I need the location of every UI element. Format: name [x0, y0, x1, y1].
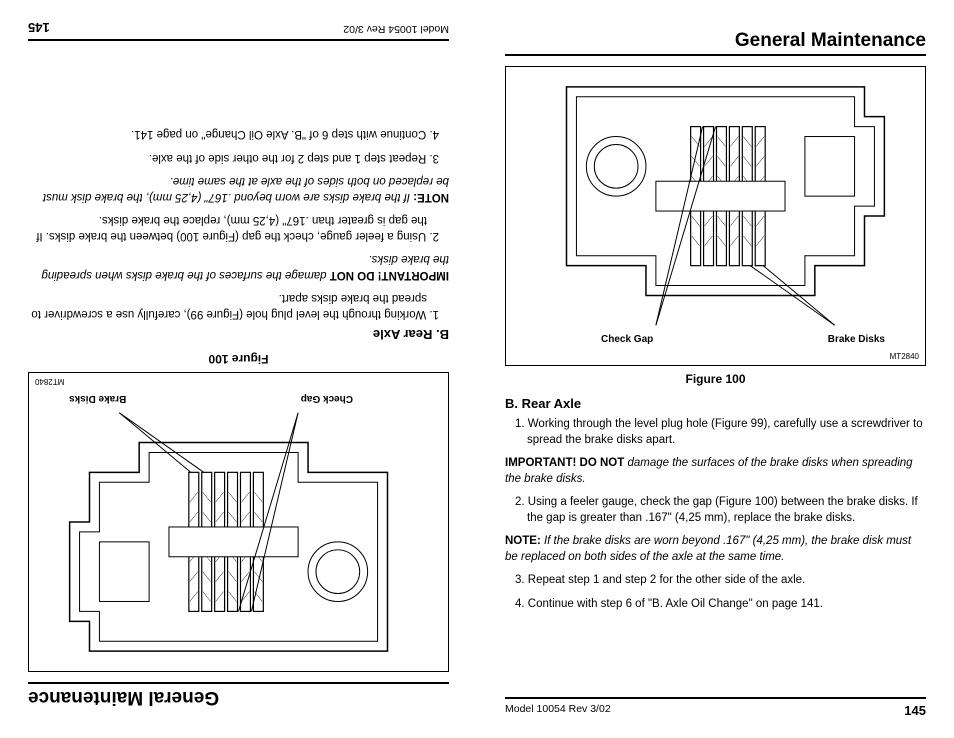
figure-box: Check Gap Brake Disks MT2840 — [28, 372, 449, 672]
schematic-svg — [29, 373, 448, 671]
step-1: 1. Working through the level plug hole (… — [505, 417, 926, 448]
footer: Model 10054 Rev 3/02 145 — [28, 20, 449, 41]
figure-ref: MT2840 — [35, 377, 64, 386]
label-checkgap: Check Gap — [301, 393, 353, 404]
left-page-rotated: General Maintenance — [0, 0, 477, 738]
section-title: General Maintenance — [505, 30, 926, 56]
page-inner: General Maintenance — [477, 0, 954, 738]
note-rest: If the brake disks are worn beyond .167"… — [43, 175, 449, 203]
subhead-rear-axle: B. Rear Axle — [505, 396, 926, 411]
figure-caption: Figure 100 — [505, 372, 926, 386]
note-bold: NOTE: — [413, 191, 449, 203]
note: NOTE: If the brake disks are worn beyond… — [28, 173, 449, 204]
step-1: 1. Working through the level plug hole (… — [28, 290, 449, 321]
note-bold: NOTE: — [505, 535, 541, 547]
step-4: 4. Continue with step 6 of "B. Axle Oil … — [28, 126, 449, 142]
footer-model: Model 10054 Rev 3/02 — [505, 703, 611, 718]
footer-page: 145 — [904, 703, 926, 718]
important-bold: IMPORTANT! DO NOT — [330, 269, 449, 281]
label-checkgap: Check Gap — [601, 334, 653, 345]
important-note: IMPORTANT! DO NOT damage the surfaces of… — [28, 251, 449, 282]
footer: Model 10054 Rev 3/02 145 — [505, 697, 926, 718]
step-4: 4. Continue with step 6 of "B. Axle Oil … — [505, 597, 926, 613]
right-page: General Maintenance — [477, 0, 954, 738]
label-brakedisks: Brake Disks — [828, 334, 885, 345]
important-note: IMPORTANT! DO NOT damage the surfaces of… — [505, 456, 926, 487]
note-rest: If the brake disks are worn beyond .167"… — [505, 535, 911, 563]
subhead-rear-axle: B. Rear Axle — [28, 327, 449, 342]
label-brakedisks: Brake Disks — [69, 393, 126, 404]
step-3: 3. Repeat step 1 and step 2 for the othe… — [28, 149, 449, 165]
footer-model: Model 10054 Rev 3/02 — [343, 20, 449, 35]
note: NOTE: If the brake disks are worn beyond… — [505, 534, 926, 565]
step-3: 3. Repeat step 1 and step 2 for the othe… — [505, 573, 926, 589]
step-2: 2. Using a feeler gauge, check the gap (… — [505, 495, 926, 526]
page-inner: General Maintenance — [0, 0, 477, 738]
figure-box: Check Gap Brake Disks MT2840 — [505, 66, 926, 366]
section-title: General Maintenance — [28, 682, 449, 708]
schematic-svg — [506, 67, 925, 365]
figure-caption: Figure 100 — [28, 352, 449, 366]
important-bold: IMPORTANT! DO NOT — [505, 457, 624, 469]
figure-ref: MT2840 — [890, 352, 919, 361]
footer-page: 145 — [28, 20, 50, 35]
step-2: 2. Using a feeler gauge, check the gap (… — [28, 212, 449, 243]
